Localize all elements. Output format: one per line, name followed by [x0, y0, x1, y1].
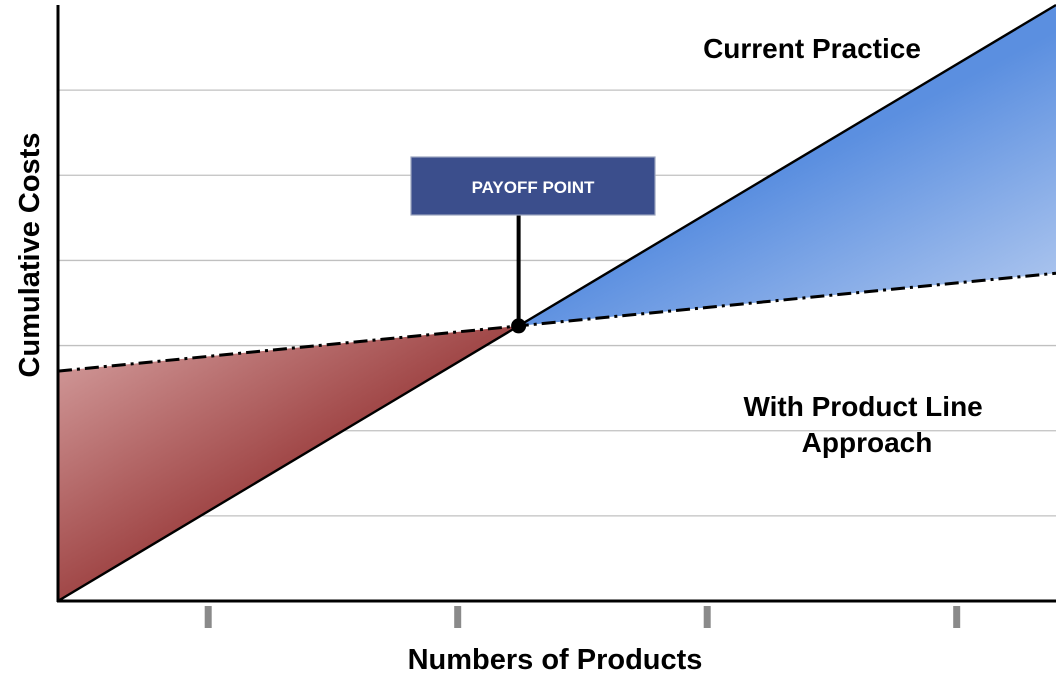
- series-lines: [57, 3, 1056, 603]
- x-tick-3: [703, 606, 711, 628]
- x-axis-ticks: [204, 606, 961, 628]
- axes: [56, 5, 1056, 603]
- series-label-product-line-line1: With Product Line: [743, 391, 982, 422]
- series-label-current-practice: Current Practice: [703, 33, 921, 64]
- callout-label: PAYOFF POINT: [472, 178, 595, 197]
- series-line-product-line: [57, 271, 1056, 373]
- x-tick-2: [454, 606, 462, 628]
- x-axis-label: Numbers of Products: [408, 644, 703, 673]
- payoff-point-marker: [511, 318, 527, 334]
- x-tick-1: [204, 606, 212, 628]
- y-axis-label: Cumulative Costs: [14, 133, 46, 378]
- series-label-product-line: With Product Line Approach: [743, 391, 990, 458]
- payoff-callout: PAYOFF POINT: [410, 156, 656, 334]
- x-tick-4: [953, 606, 961, 628]
- callout-box: [410, 156, 656, 216]
- series-label-product-line-line2: Approach: [802, 427, 933, 458]
- series-line-current-practice: [57, 3, 1056, 603]
